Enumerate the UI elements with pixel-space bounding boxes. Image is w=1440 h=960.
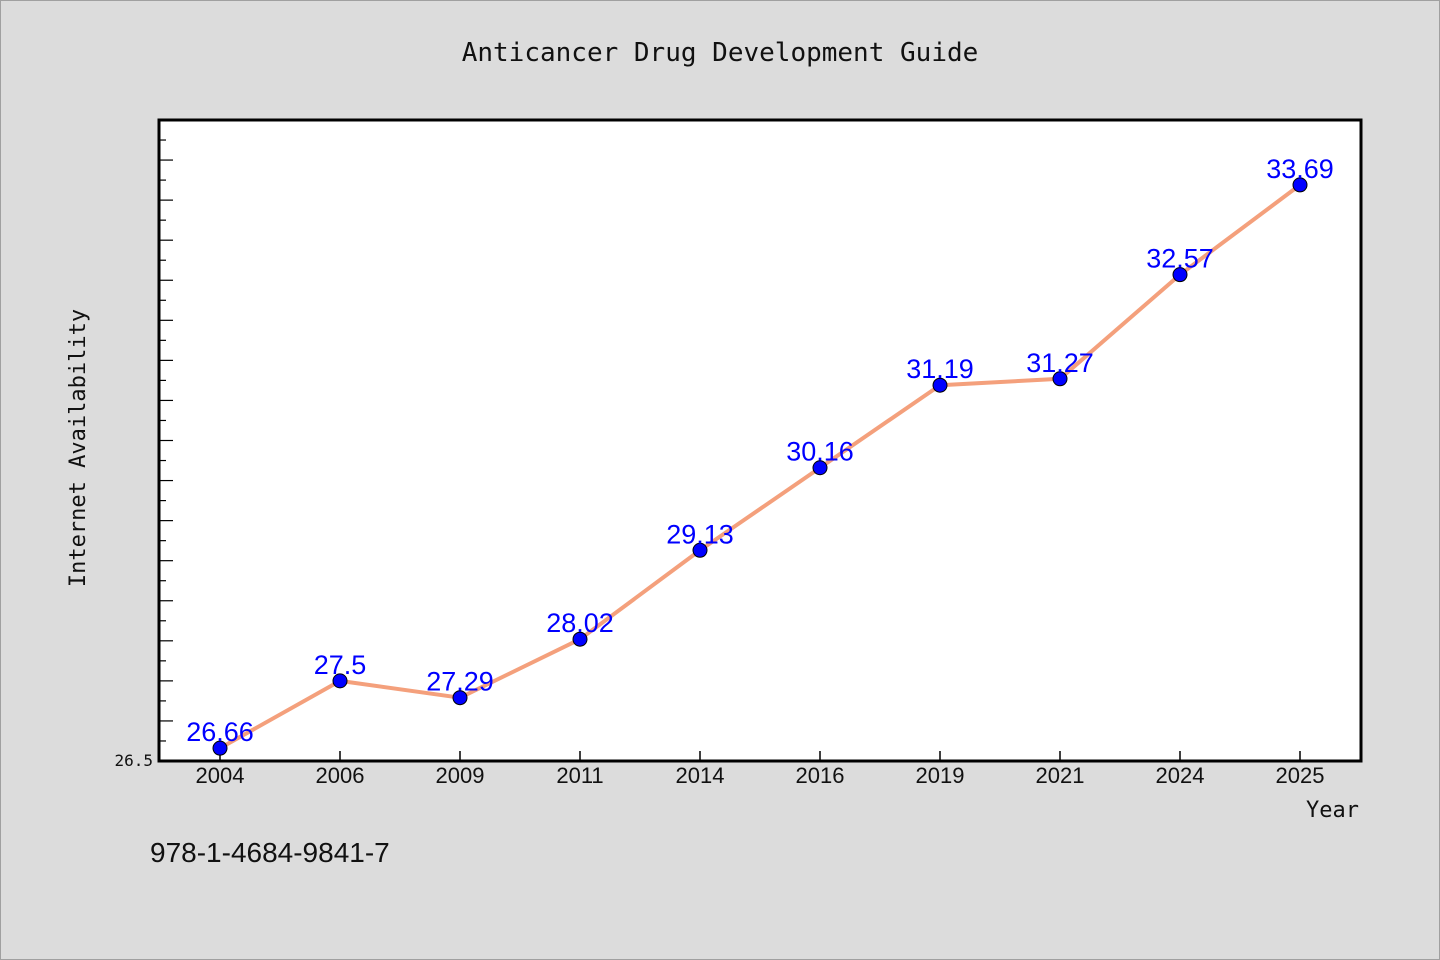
plot-area <box>157 118 1363 763</box>
x-tick-label: 2019 <box>916 763 965 788</box>
data-label: 27.29 <box>426 667 494 697</box>
data-point <box>1172 267 1188 283</box>
x-tick-label: 2024 <box>1156 763 1205 788</box>
data-point <box>332 673 348 689</box>
data-label: 26.66 <box>186 717 254 747</box>
x-tick-label: 2009 <box>436 763 485 788</box>
data-point <box>692 542 708 558</box>
x-tick-label: 2016 <box>796 763 845 788</box>
y-tick-label: 26.5 <box>114 751 153 770</box>
data-point <box>572 631 588 647</box>
chart-title: Anticancer Drug Development Guide <box>462 38 979 68</box>
x-tick-label: 2014 <box>676 763 725 788</box>
data-label: 31.19 <box>906 354 974 384</box>
data-label: 31.27 <box>1026 348 1094 378</box>
isbn-footer: 978-1-4684-9841-7 <box>150 837 390 868</box>
data-label: 29.13 <box>666 519 734 549</box>
data-label: 32.57 <box>1146 244 1214 274</box>
data-label: 33.69 <box>1266 154 1334 184</box>
series-line <box>219 183 1302 750</box>
data-point <box>212 740 228 756</box>
data-label: 30.16 <box>786 437 854 467</box>
x-tick-label: 2006 <box>316 763 365 788</box>
x-axis-label: Year <box>1306 798 1359 823</box>
data-label: 28.02 <box>546 608 614 638</box>
data-point <box>1052 371 1068 387</box>
data-point <box>1292 177 1308 193</box>
y-axis-label: Internet Availability <box>66 309 91 587</box>
x-tick-label: 2011 <box>556 763 603 788</box>
data-point <box>452 690 468 706</box>
data-point <box>812 460 828 476</box>
x-axis-ticks: 2004 2006 2009 2011 2014 2016 2019 2021 2024 2025 <box>196 751 1325 788</box>
series-layer: 26.66 27.5 27.29 28.02 29.13 30.16 31.19 31.27 3… <box>186 154 1334 756</box>
x-tick-label: 2021 <box>1036 763 1085 788</box>
data-label: 27.5 <box>314 650 367 680</box>
x-tick-label: 2025 <box>1276 763 1325 788</box>
y-axis-ticks <box>159 119 173 762</box>
x-tick-label: 2004 <box>196 763 245 788</box>
data-point <box>932 377 948 393</box>
